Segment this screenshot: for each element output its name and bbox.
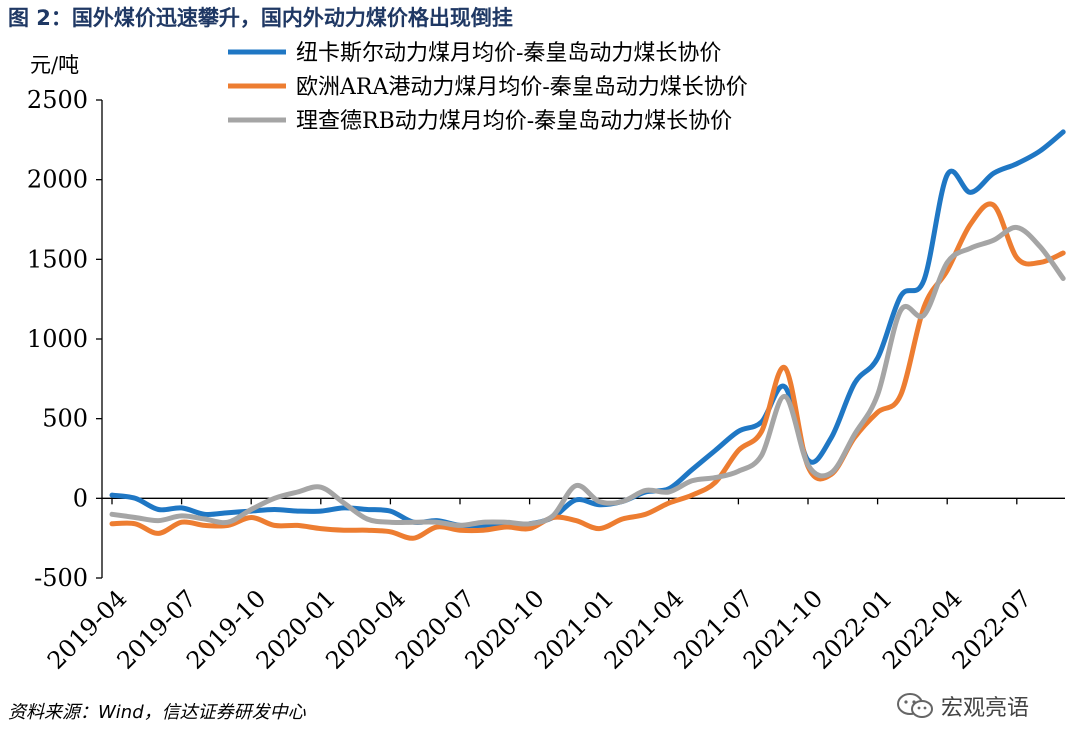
y-tick-label: 2500 — [27, 86, 88, 114]
legend-item-ara-label: 欧洲ARA港动力煤月均价-秦皇岛动力煤长协价 — [296, 75, 748, 100]
y-tick-label: 1000 — [27, 325, 88, 353]
series-line-ara — [109, 201, 1066, 541]
y-axis-unit-label: 元/吨 — [30, 53, 79, 77]
legend-item-richards-bay-label: 理查德RB动力煤月均价-秦皇岛动力煤长协价 — [296, 109, 732, 134]
chart-title: 图 2：国外煤价迅速攀升，国内外动力煤价格出现倒挂 — [8, 6, 513, 30]
y-tick-label: 2000 — [27, 166, 88, 194]
series-line-richards-bay — [109, 224, 1066, 528]
source-note: 资料来源：Wind，信达证券研发中心 — [8, 702, 306, 723]
watermark-text: 宏观亮语 — [941, 696, 1030, 721]
y-axis: -500 0 500 1000 1500 2000 2500 — [27, 86, 103, 592]
series-lines — [109, 129, 1066, 541]
series-line-newcastle — [109, 129, 1066, 529]
y-tick-label: 500 — [42, 405, 88, 433]
y-tick-label: 1500 — [27, 245, 88, 273]
y-tick-label: 0 — [73, 484, 88, 512]
legend-item-newcastle-label: 纽卡斯尔动力煤月均价-秦皇岛动力煤长协价 — [296, 41, 721, 66]
y-tick-label: -500 — [34, 564, 88, 592]
wechat-icon — [897, 693, 933, 718]
watermark: 宏观亮语 — [895, 690, 1029, 722]
legend: 纽卡斯尔动力煤月均价-秦皇岛动力煤长协价欧洲ARA港动力煤月均价-秦皇岛动力煤长… — [228, 41, 748, 134]
